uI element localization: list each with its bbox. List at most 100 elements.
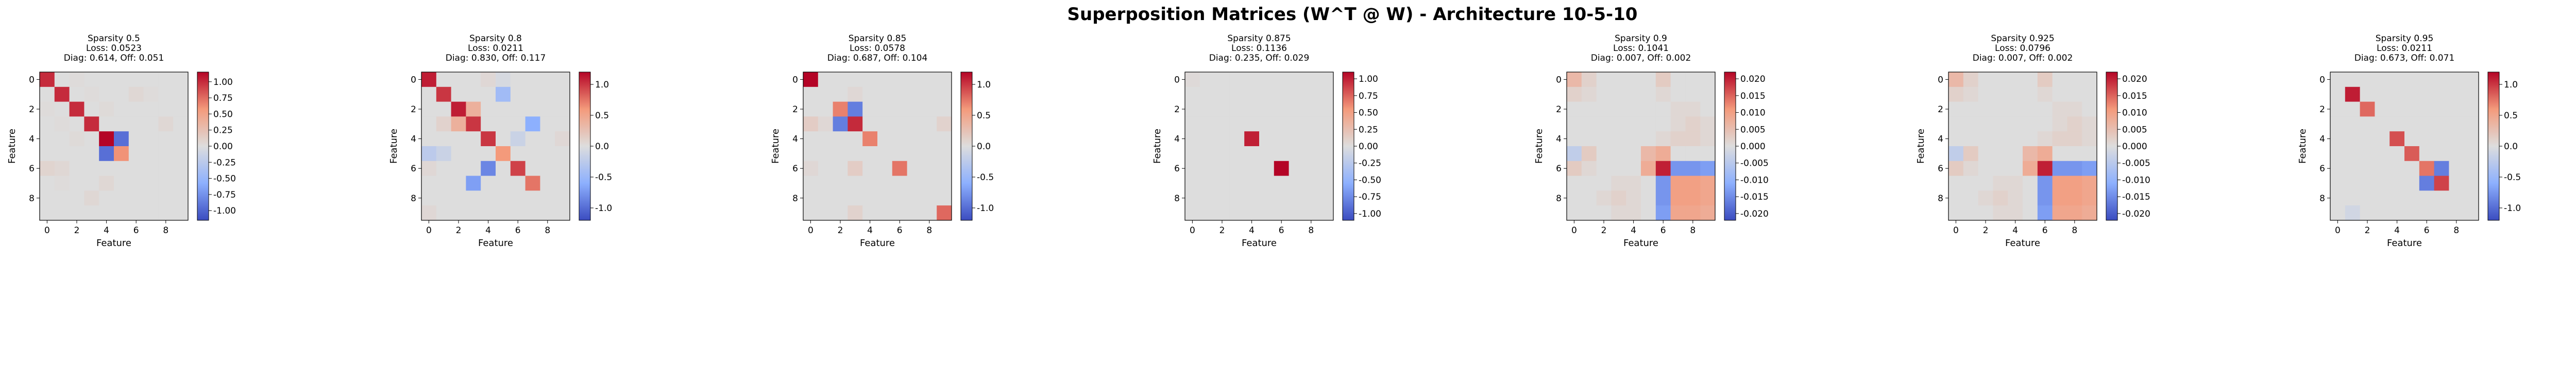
heatmap-cell bbox=[173, 205, 189, 221]
heatmap-cell bbox=[1963, 190, 1978, 206]
heatmap-cell bbox=[1641, 101, 1656, 117]
heatmap-cell bbox=[1978, 190, 1993, 206]
heatmap-cell bbox=[848, 176, 863, 191]
heatmap-cell bbox=[1214, 190, 1230, 206]
heatmap-cell bbox=[481, 161, 496, 176]
heatmap-cell bbox=[1700, 131, 1716, 147]
heatmap-cell bbox=[128, 131, 144, 147]
colorbar-tick-label: -0.020 bbox=[1740, 209, 1769, 219]
heatmap-cell bbox=[451, 72, 466, 87]
heatmap-cell bbox=[1303, 116, 1319, 132]
heatmap-cell bbox=[158, 205, 174, 221]
heatmap-cell bbox=[1259, 116, 1275, 132]
heatmap-cell bbox=[1303, 131, 1319, 147]
heatmap-cell bbox=[937, 86, 952, 102]
heatmap-cell bbox=[2434, 131, 2449, 147]
heatmap-cell bbox=[1214, 146, 1230, 162]
heatmap-cell bbox=[451, 176, 466, 191]
heatmap-cell bbox=[892, 190, 907, 206]
heatmap-cell bbox=[99, 205, 114, 221]
heatmap-cell bbox=[1963, 176, 1978, 191]
x-tick-label: 0 bbox=[1953, 225, 1959, 236]
heatmap-cell bbox=[2449, 86, 2464, 102]
colorbar-tick-label: -1.0 bbox=[977, 203, 994, 214]
heatmap-cell bbox=[1244, 205, 1260, 221]
heatmap-cell bbox=[892, 86, 907, 102]
heatmap-cell bbox=[466, 101, 481, 117]
subplot-title-line: Diag: 0.614, Off: 0.051 bbox=[64, 53, 164, 63]
heatmap-cell bbox=[907, 131, 922, 147]
heatmap-cell bbox=[1626, 146, 1641, 162]
heatmap-cell bbox=[2082, 190, 2097, 206]
heatmap-cell bbox=[421, 146, 437, 162]
heatmap-cell bbox=[1303, 146, 1319, 162]
heatmap-cell bbox=[1229, 72, 1245, 87]
heatmap-cell bbox=[2067, 205, 2082, 221]
heatmap-cell bbox=[892, 161, 907, 176]
colorbar-tick-label: 1.0 bbox=[2504, 80, 2518, 90]
heatmap-cell bbox=[69, 101, 84, 117]
heatmap-cell bbox=[173, 176, 189, 191]
heatmap-cells bbox=[1567, 72, 1716, 221]
heatmap-cell bbox=[2330, 161, 2346, 176]
subplot-title-line: Loss: 0.1041 bbox=[1613, 43, 1669, 54]
heatmap-cell bbox=[525, 161, 540, 176]
heatmap-cell bbox=[496, 101, 511, 117]
heatmap-cell bbox=[555, 161, 570, 176]
x-tick-label: 8 bbox=[545, 225, 550, 236]
heatmap-cell bbox=[1685, 131, 1701, 147]
heatmap-cell bbox=[848, 101, 863, 117]
heatmap-cell bbox=[99, 101, 114, 117]
heatmap-cell bbox=[2375, 176, 2390, 191]
heatmap-cell bbox=[421, 116, 437, 132]
heatmap-cell bbox=[2082, 176, 2097, 191]
heatmap-cell bbox=[1670, 116, 1686, 132]
heatmap-cell bbox=[2360, 146, 2375, 162]
heatmap-cell bbox=[2008, 146, 2023, 162]
heatmap-cell bbox=[143, 146, 159, 162]
heatmap-cell bbox=[1963, 116, 1978, 132]
heatmap-cell bbox=[84, 190, 99, 206]
subplot-title-line: Diag: 0.235, Off: 0.029 bbox=[1209, 53, 1310, 63]
colorbar-tick-label: 0.0 bbox=[2504, 142, 2518, 152]
heatmap-cell bbox=[818, 190, 833, 206]
colorbar-tick-label: -0.50 bbox=[1359, 175, 1381, 185]
heatmap-cell bbox=[466, 190, 481, 206]
heatmap-cell bbox=[69, 161, 84, 176]
y-axis-label: Feature bbox=[7, 129, 18, 164]
heatmap-cell bbox=[114, 116, 129, 132]
heatmap-cell bbox=[128, 101, 144, 117]
heatmap-cell bbox=[1199, 101, 1215, 117]
heatmap-cell bbox=[877, 116, 893, 132]
heatmap-cell bbox=[848, 86, 863, 102]
heatmap-cell bbox=[421, 72, 437, 87]
heatmap-cell bbox=[99, 161, 114, 176]
x-tick-label: 2 bbox=[456, 225, 462, 236]
heatmap-cell bbox=[451, 101, 466, 117]
heatmap-cell bbox=[1214, 131, 1230, 147]
colorbar-tick-label: 0.005 bbox=[2122, 125, 2147, 135]
heatmap-cell bbox=[1214, 72, 1230, 87]
colorbar-tick-label: 0.020 bbox=[2122, 74, 2147, 84]
heatmap-cell bbox=[922, 205, 937, 221]
y-tick-label: 6 bbox=[2319, 164, 2325, 174]
heatmap-cell bbox=[877, 205, 893, 221]
heatmap-cell bbox=[803, 176, 819, 191]
colorbar-tick-label: -0.010 bbox=[2122, 175, 2150, 185]
heatmap-cell bbox=[1229, 161, 1245, 176]
heatmap-cell bbox=[2008, 131, 2023, 147]
heatmap-cell bbox=[436, 116, 451, 132]
heatmap-cell bbox=[40, 131, 55, 147]
heatmap-cell bbox=[69, 86, 84, 102]
heatmap-cell bbox=[2037, 72, 2053, 87]
heatmap-cell bbox=[1289, 86, 1304, 102]
heatmap-cell bbox=[2008, 176, 2023, 191]
heatmap-cell bbox=[2052, 131, 2067, 147]
heatmap-cell bbox=[2345, 86, 2360, 102]
heatmap-cell bbox=[2067, 116, 2082, 132]
heatmap-cell bbox=[1274, 161, 1289, 176]
heatmap-cell bbox=[2052, 176, 2067, 191]
heatmap-cell bbox=[1185, 146, 1200, 162]
heatmap-cell bbox=[143, 131, 159, 147]
